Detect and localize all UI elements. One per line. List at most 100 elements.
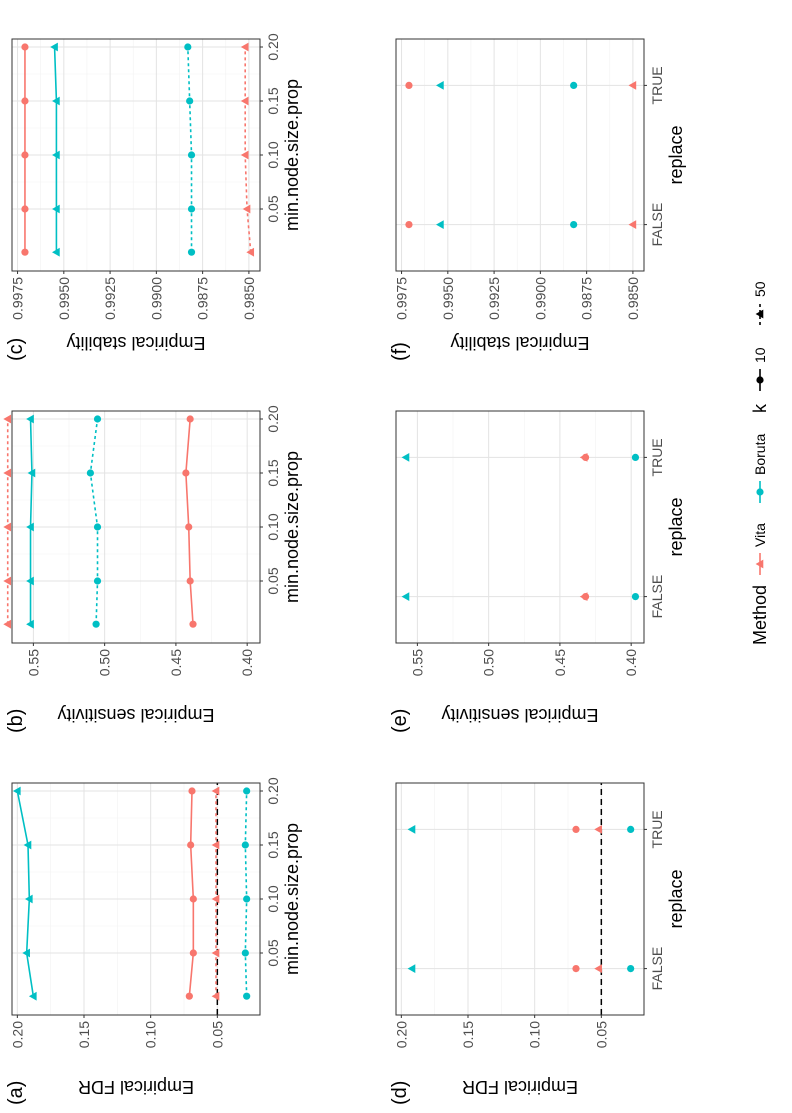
plot-border	[395, 782, 645, 1016]
plot-area	[396, 411, 644, 643]
y-tick-label: 0.9900	[532, 277, 548, 320]
data-point	[185, 523, 193, 531]
x-tick-label: 0.05	[265, 939, 281, 966]
data-point	[211, 894, 220, 904]
series-vita-k50	[240, 42, 255, 257]
data-point	[12, 786, 21, 796]
panel-f: 0.9850 0.9875 0.9900 0.9925 0.9950 0.9975 FALS…	[389, 38, 686, 361]
x-tick-label: 0.15	[265, 459, 281, 486]
x-tick-label: 0.05	[265, 567, 281, 594]
data-point	[243, 895, 251, 903]
data-point	[246, 247, 255, 257]
series-vita-k50	[3, 414, 12, 629]
legend: Method Vita Boruta k 10 50	[750, 281, 770, 645]
data-point	[52, 96, 60, 106]
y-tick-label: 0.55	[25, 649, 41, 676]
x-tick-label: FALSE	[649, 203, 665, 247]
data-point	[594, 825, 602, 834]
x-tick-label: TRUE	[649, 66, 665, 104]
x-axis-title: min.node.size.prop	[282, 823, 302, 975]
y-axis-title: Empirical FDR	[462, 1077, 578, 1097]
series-boruta-k50	[241, 787, 251, 1000]
data-point	[187, 248, 196, 256]
x-axis-title: replace	[666, 125, 686, 184]
plot-area	[396, 783, 644, 1015]
legend-title-method: Method	[750, 585, 770, 645]
legend-label: 50	[752, 281, 768, 297]
x-axis-title: replace	[666, 497, 686, 556]
plot-border	[395, 38, 645, 272]
series-vita-k10	[21, 43, 29, 256]
data-point	[579, 592, 588, 601]
y-tick-label: 0.40	[239, 649, 255, 676]
series-boruta-k10	[26, 414, 36, 629]
data-point	[407, 825, 416, 834]
x-tick-label: 0.20	[265, 777, 281, 804]
y-tick-label: 0.9850	[625, 277, 641, 320]
data-point	[187, 151, 196, 159]
series-boruta-k50	[627, 825, 635, 973]
data-point	[627, 965, 635, 973]
series-boruta-k10	[401, 453, 410, 601]
data-point	[627, 825, 635, 833]
series-vita-k50	[628, 81, 637, 229]
data-point	[186, 415, 194, 423]
panel-label: (c)	[5, 338, 27, 361]
data-point	[50, 42, 58, 52]
y-tick-label: 0.55	[409, 649, 425, 676]
y-tick-label: 0.9975	[10, 277, 26, 320]
data-point	[52, 204, 60, 214]
legend-label: Boruta	[752, 434, 768, 475]
legend-key-k10: 10	[752, 347, 768, 391]
series-boruta-k50	[184, 43, 196, 256]
panel-a: 0.05 0.10 0.15 0.20 0.05 0.10 0.15 0.20 min.node…	[5, 777, 302, 1105]
data-point	[211, 991, 220, 1001]
series-boruta-k50	[86, 415, 102, 628]
data-point	[26, 522, 34, 532]
data-point	[240, 150, 249, 160]
y-axis-title: Empirical FDR	[78, 1077, 194, 1097]
data-point	[436, 81, 444, 90]
series-boruta-k10	[436, 81, 444, 229]
y-axis-title: Empirical stability	[66, 333, 205, 353]
data-point	[3, 619, 12, 629]
data-point	[93, 577, 102, 585]
y-tick-label: 0.9950	[56, 277, 72, 320]
data-point	[189, 949, 197, 957]
x-tick-label: FALSE	[649, 575, 665, 619]
data-point	[211, 786, 220, 796]
data-point	[27, 468, 36, 478]
data-point	[631, 592, 640, 601]
data-point	[405, 81, 413, 89]
data-point	[92, 620, 100, 628]
data-point	[52, 247, 60, 257]
data-point	[628, 81, 637, 90]
data-point	[187, 841, 195, 849]
major-gridlines	[396, 411, 644, 643]
data-point	[407, 964, 416, 973]
y-tick-label: 0.9950	[440, 277, 456, 320]
x-axis-title: min.node.size.prop	[282, 451, 302, 603]
y-tick-label: 0.50	[97, 649, 113, 676]
data-point	[243, 787, 251, 795]
data-point	[185, 992, 193, 1000]
panel-label: (e)	[389, 709, 411, 733]
plot-border	[395, 410, 645, 644]
panel-b: 0.40 0.45 0.50 0.55 0.05 0.10 0.15 0.20 min.node…	[3, 405, 302, 733]
major-gridlines	[12, 411, 260, 643]
y-tick-label: 0.9925	[102, 277, 118, 320]
data-point	[401, 592, 410, 601]
legend-marker	[755, 559, 764, 569]
series-boruta-k50	[631, 453, 640, 601]
x-tick-label: 0.15	[265, 87, 281, 114]
x-tick-label: 0.05	[265, 195, 281, 222]
data-point	[23, 840, 32, 850]
panel-c: 0.9850 0.9875 0.9900 0.9925 0.9950 0.9975 0.05…	[5, 33, 302, 361]
y-tick-label: 0.20	[9, 1021, 25, 1048]
data-point	[570, 220, 578, 229]
series-boruta-k10	[407, 825, 416, 973]
data-point	[186, 97, 194, 105]
data-point	[241, 841, 249, 849]
legend-marker	[755, 309, 764, 319]
y-tick-label: 0.40	[623, 649, 639, 676]
